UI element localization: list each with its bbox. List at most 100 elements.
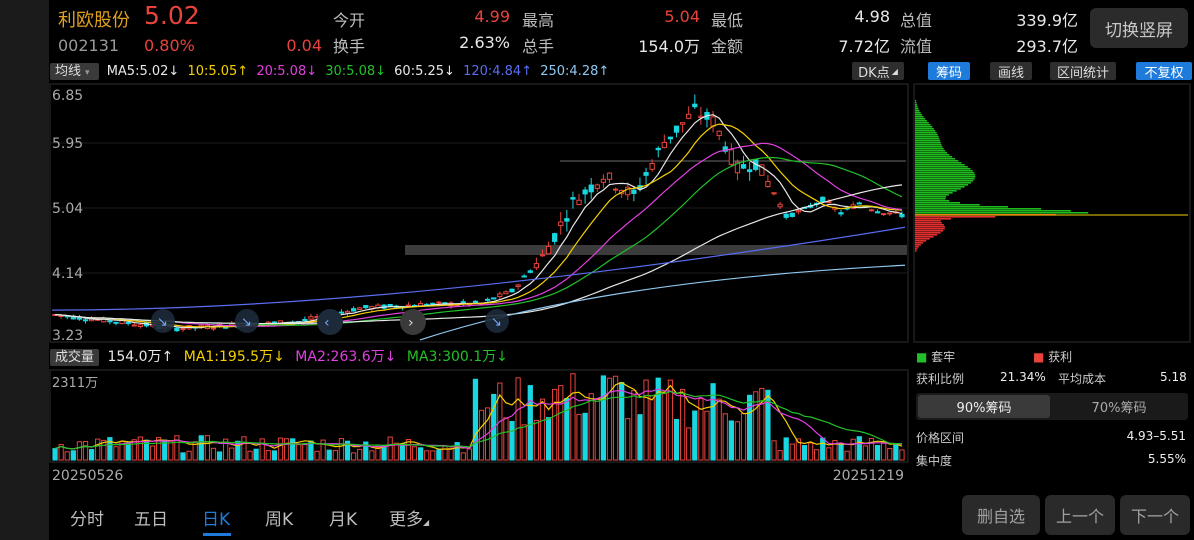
volume-bar xyxy=(716,398,722,461)
volume-bar xyxy=(722,413,728,461)
volume-bar xyxy=(637,414,643,461)
stat-label-amount: 金额 xyxy=(711,37,744,56)
volume-value: 154.0万↑ xyxy=(107,349,174,365)
volume-bar xyxy=(826,447,832,461)
ma-selector[interactable]: 均线 ▾ xyxy=(50,63,99,80)
volume-bar xyxy=(466,448,472,461)
volume-bar xyxy=(704,410,710,461)
volume-bar xyxy=(558,385,564,461)
scroll-right-button[interactable]: › xyxy=(400,309,426,335)
chip-bar xyxy=(915,224,944,226)
chip-bar xyxy=(915,186,965,188)
volume-bar xyxy=(814,449,820,461)
volume-bar xyxy=(369,450,375,461)
legend-trapped-label: 套牢 xyxy=(931,350,956,364)
volume-bar xyxy=(679,388,686,461)
price-tick-4: 4.14 xyxy=(52,266,83,282)
change-amount: 0.04 xyxy=(286,36,322,55)
volume-bar xyxy=(838,443,844,461)
volume-bar xyxy=(460,452,466,461)
dk-point-button[interactable]: DK点 ◢ xyxy=(852,62,904,81)
stat-value-high: 5.04 xyxy=(664,7,700,26)
event-marker[interactable]: ↘ xyxy=(485,309,509,333)
chip-bar xyxy=(915,122,929,124)
volume-bar xyxy=(619,382,625,461)
chip-bar xyxy=(915,144,942,146)
candle-body xyxy=(868,209,875,212)
chip-bar xyxy=(915,184,969,186)
tab-more[interactable]: 更多◢ xyxy=(389,505,429,530)
tab-chip-70[interactable]: 70%筹码 xyxy=(1091,401,1147,416)
volume-bar xyxy=(436,449,442,461)
tab-chips[interactable]: 筹码 xyxy=(928,62,970,81)
volume-bar xyxy=(393,442,399,461)
chip-bar xyxy=(915,180,974,182)
tab-monthly-k[interactable]: 月K xyxy=(329,510,358,530)
candle-body xyxy=(271,321,278,324)
stat-label-float-cap: 流值 xyxy=(900,37,933,56)
volume-bar xyxy=(375,446,381,461)
legend-profit-label: 获利 xyxy=(1048,350,1073,364)
volume-bar xyxy=(777,450,783,461)
volume-bar xyxy=(82,440,89,461)
volume-bar xyxy=(472,378,479,461)
candle-body xyxy=(759,164,765,176)
volume-bar xyxy=(582,412,588,461)
tab-draw-line[interactable]: 画线 xyxy=(990,62,1032,81)
change-percent: 0.80% xyxy=(144,36,195,55)
volume-bar xyxy=(241,436,247,461)
current-price: 5.02 xyxy=(144,1,200,30)
volume-bar xyxy=(783,437,789,461)
chip-bar xyxy=(915,196,947,198)
tab-weekly-k[interactable]: 周K xyxy=(265,510,294,530)
candle-body xyxy=(308,316,314,320)
chip-bar xyxy=(915,244,921,246)
tab-daily-k[interactable]: 日K xyxy=(202,510,231,530)
event-marker[interactable]: ↘ xyxy=(151,309,175,333)
remove-watchlist-button[interactable]: 删自选 xyxy=(962,495,1040,535)
stat-label-volume: 总手 xyxy=(522,37,555,56)
chip-bar xyxy=(915,112,921,114)
candle-body xyxy=(387,303,393,307)
volume-bar xyxy=(753,391,759,461)
chip-bar xyxy=(915,188,961,190)
tab-range-stats[interactable]: 区间统计 xyxy=(1050,62,1116,81)
event-marker[interactable]: ↘ xyxy=(235,309,259,333)
chip-bar xyxy=(915,178,975,180)
volume-bar xyxy=(710,383,716,461)
candle-body xyxy=(631,189,637,194)
stat-value-amount: 7.72亿 xyxy=(838,37,890,56)
tab-chip-90[interactable]: 90%筹码 xyxy=(918,395,1050,418)
candle-body xyxy=(679,122,686,125)
candle-body xyxy=(497,293,503,298)
volume-bar xyxy=(594,398,600,461)
volume-bar xyxy=(746,394,753,461)
volume-bar xyxy=(887,447,893,461)
scroll-left-button[interactable]: ‹ xyxy=(317,309,343,335)
stat-label-market-cap: 总值 xyxy=(900,11,933,30)
candle-body xyxy=(174,327,180,332)
volume-bar xyxy=(625,418,631,461)
volume-bar xyxy=(612,375,619,461)
moving-average-lines xyxy=(51,114,906,341)
candle-body xyxy=(570,197,576,200)
tab-intraday[interactable]: 分时 xyxy=(70,510,104,530)
tab-no-adjust[interactable]: 不复权 xyxy=(1136,62,1192,81)
volume-bar xyxy=(667,379,674,461)
previous-stock-button[interactable]: 上一个 xyxy=(1045,495,1115,535)
arrow-down-right-icon: ↘ xyxy=(157,315,168,330)
switch-portrait-button[interactable]: 切换竖屏 xyxy=(1090,8,1188,48)
candle-body xyxy=(826,201,832,204)
candle-body xyxy=(887,212,893,215)
volume-bar xyxy=(862,445,869,461)
corner-triangle-icon: ◢ xyxy=(423,518,430,527)
candle-body xyxy=(485,298,491,301)
candle-body xyxy=(521,275,527,278)
volume-selector[interactable]: 成交量 xyxy=(50,349,100,366)
chip-bar xyxy=(915,154,950,156)
chip-bar xyxy=(915,170,973,172)
next-stock-button[interactable]: 下一个 xyxy=(1120,495,1190,535)
volume-bar xyxy=(155,437,162,461)
tab-five-day[interactable]: 五日 xyxy=(134,510,168,530)
